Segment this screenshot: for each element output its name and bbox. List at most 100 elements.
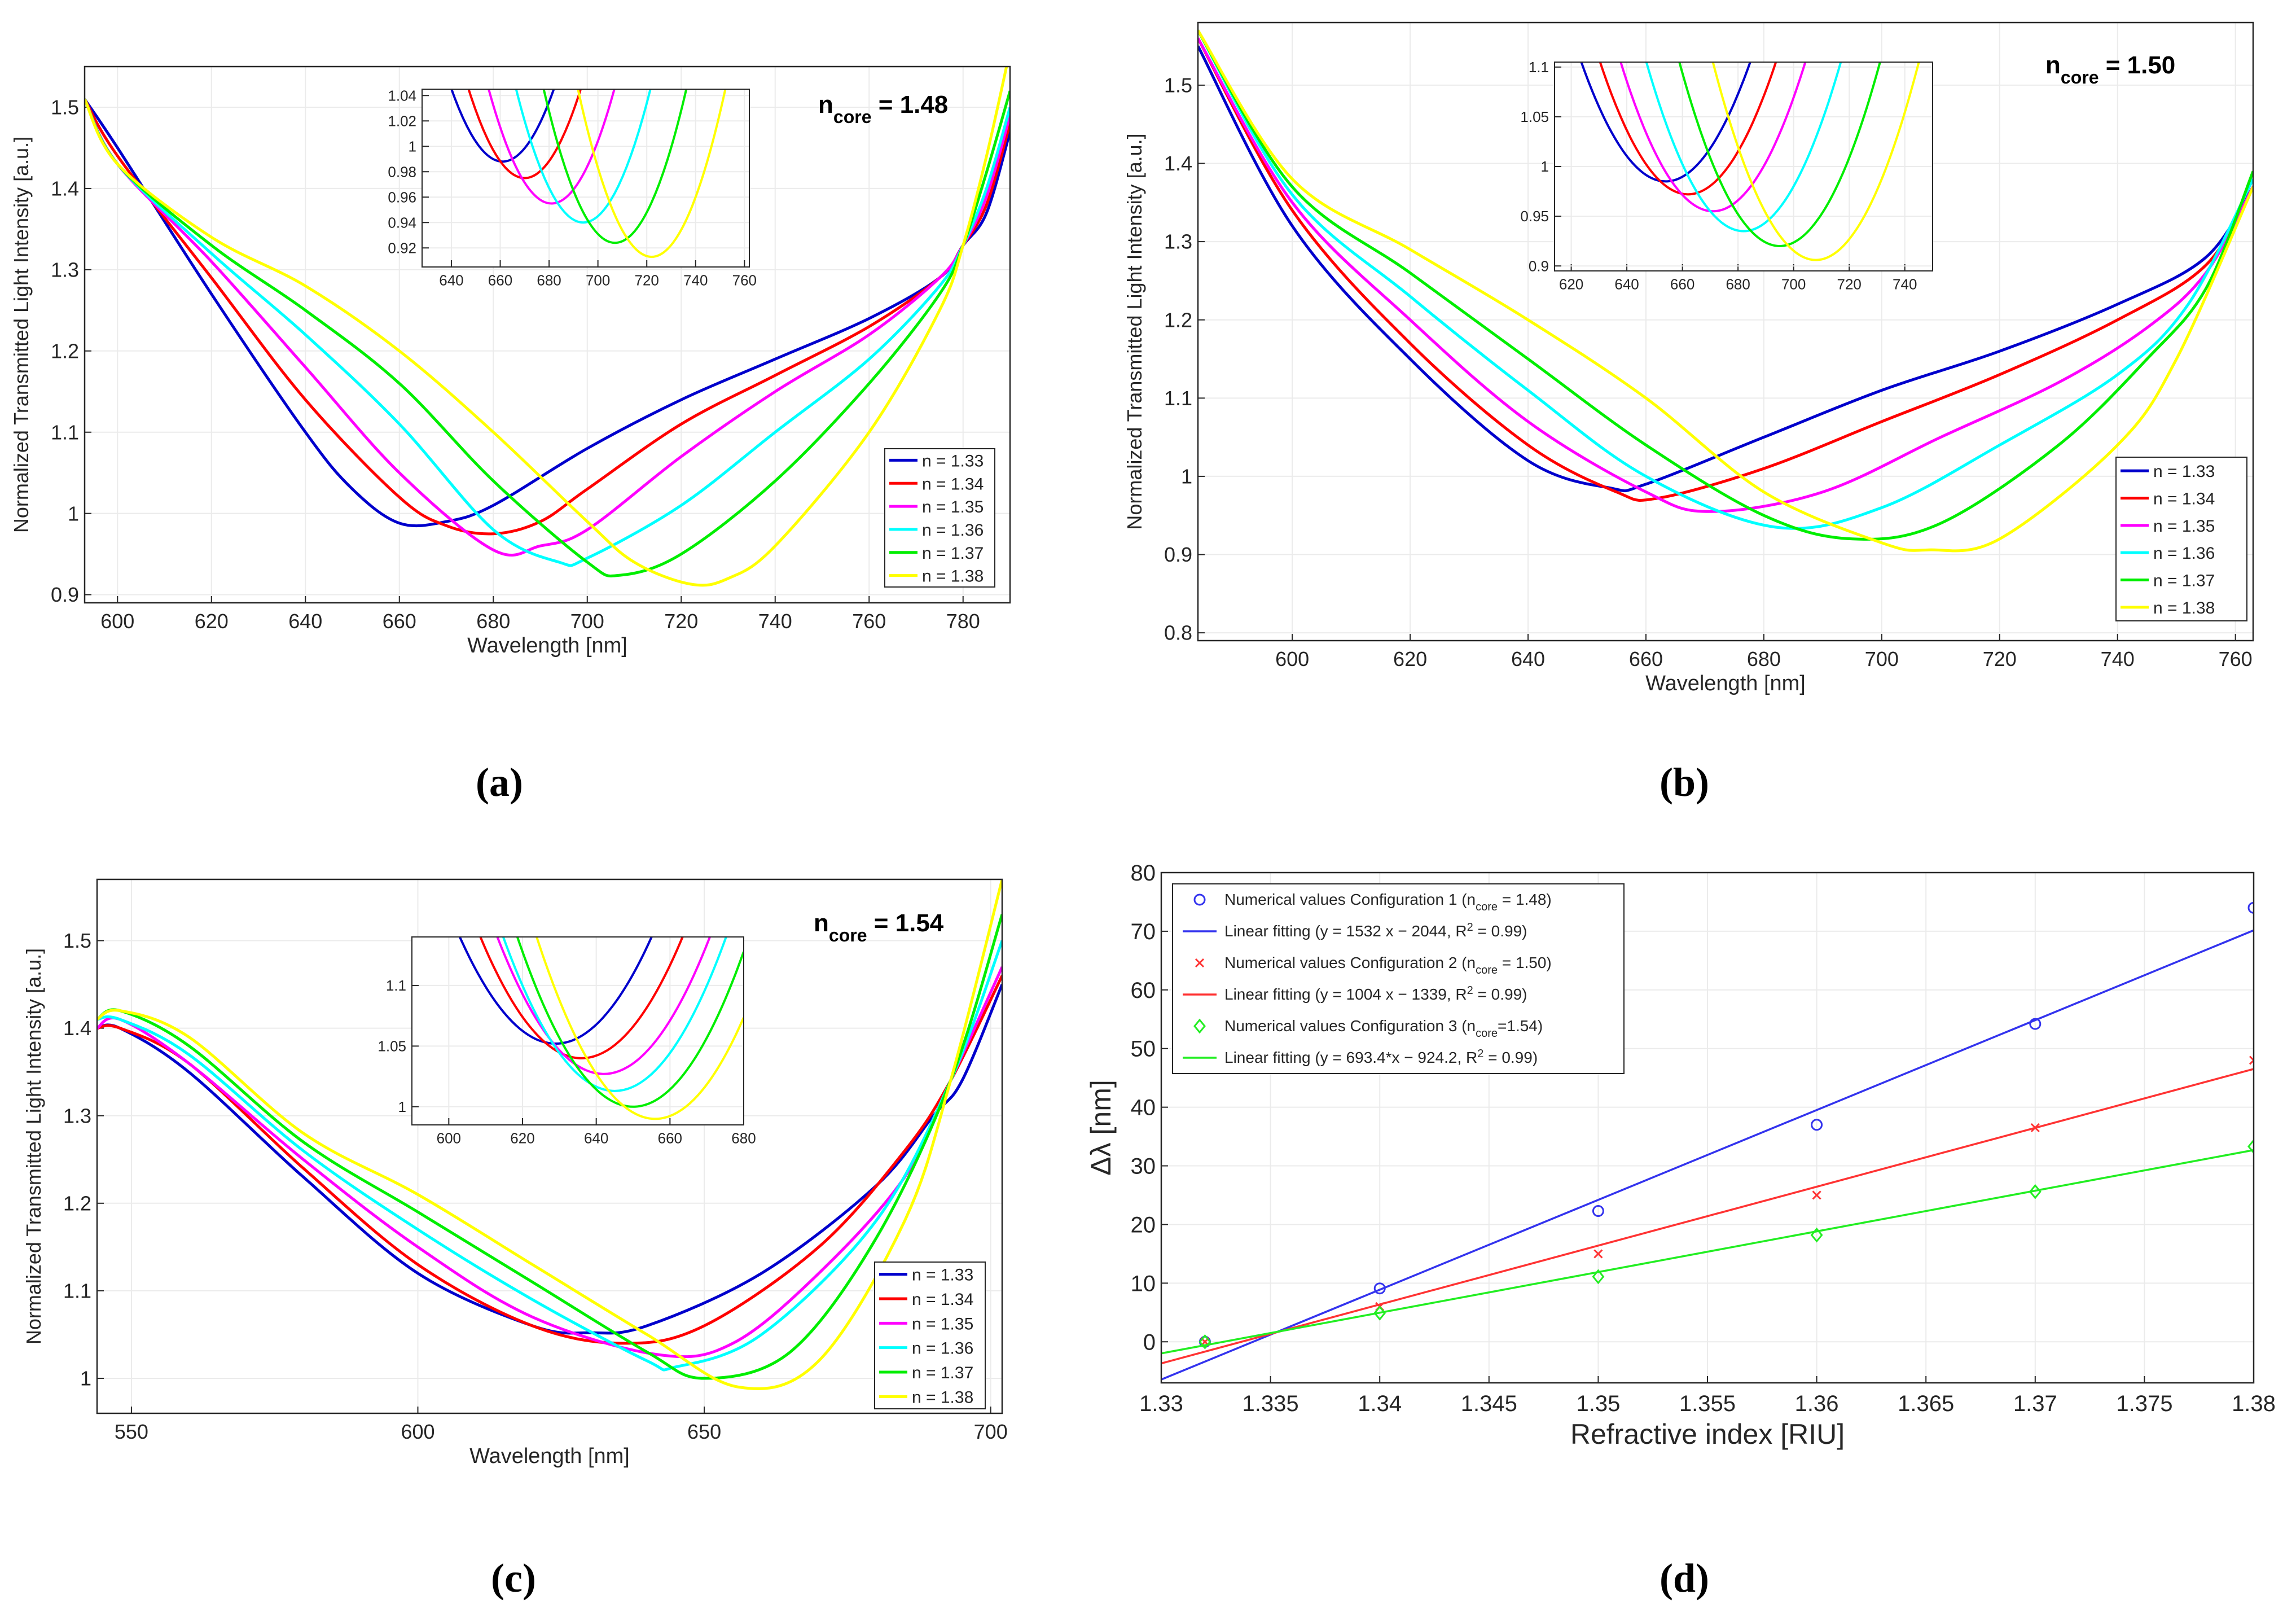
panel-b-series-line <box>1198 37 2253 513</box>
panel-d-point-x <box>1593 1249 1603 1259</box>
panel-c-series-line <box>97 879 1002 1390</box>
panel-a-inset-x-tick-label: 740 <box>683 272 708 289</box>
panel-b-inset-y-tick-label: 1 <box>1541 158 1549 175</box>
ncore-subscript: core <box>2061 67 2099 87</box>
panel-b-inset-series-line <box>1619 62 1807 213</box>
panel-d-point-x <box>1812 1190 1821 1200</box>
panel-b-inset-series-line <box>1580 62 1751 183</box>
panel-b-inset-x-tick-label: 720 <box>1837 276 1862 293</box>
panel-a-x-tick-label: 780 <box>946 610 980 633</box>
panel-b-series-line <box>1198 29 2253 553</box>
panel-c-series-line <box>97 940 1002 1372</box>
panel-d-y-tick-label: 30 <box>1131 1154 1156 1179</box>
legend-text-sub: core <box>1476 964 1498 976</box>
panel-b-inset-x-tick-label: 700 <box>1781 276 1806 293</box>
ncore-symbol: n <box>814 909 829 937</box>
legend-text-main: Linear fitting (y = 1532 x − 2044, R <box>1224 922 1467 940</box>
panel-c-inset-series-line <box>502 937 727 1092</box>
panel-b-y-axis-label: Normalized Transmitted Light Intensity [… <box>1123 133 1146 529</box>
panel-b-inset-x-tick-label: 660 <box>1670 276 1694 293</box>
ncore-symbol: n <box>2045 51 2061 79</box>
panel-a-x-tick-label: 720 <box>664 610 698 633</box>
panel-a-axes-box <box>84 65 1011 604</box>
panel-c: 550 600 650 700 1 1.1 1.2 1.3 1.4 1.5 Wavelength [… <box>22 878 1008 1468</box>
caption-d: (d) <box>1660 1556 1709 1601</box>
panel-d-x-tick-label: 1.355 <box>1679 1391 1736 1416</box>
panel-c-y-tick-label: 1.3 <box>63 1104 91 1127</box>
panel-a-inset-y-tick-label: 0.92 <box>388 239 416 256</box>
panel-a-legend-label: n = 1.35 <box>922 498 984 516</box>
panel-b-x-tick-label: 620 <box>1393 647 1427 671</box>
panel-b-y-tick-label: 0.8 <box>1164 621 1192 645</box>
panel-d-x-tick-label: 1.35 <box>1576 1391 1620 1416</box>
panel-d-y-tick-label: 40 <box>1131 1096 1156 1120</box>
panel-a-inset-y-tick-label: 1.02 <box>388 112 416 129</box>
panel-c-legend-label: n = 1.34 <box>912 1290 973 1309</box>
panel-b-axes-box <box>1197 21 2254 642</box>
panel-c-inset-series-line <box>458 937 653 1045</box>
panel-c-inset-axes-box <box>411 936 744 1125</box>
panel-a-inset-series-line <box>487 89 616 205</box>
panel-b-legend-label: n = 1.37 <box>2153 572 2215 590</box>
panel-c-series-line <box>97 966 1002 1359</box>
panel-d-x-tick-label: 1.345 <box>1461 1391 1517 1416</box>
panel-d-x-tick-label: 1.37 <box>2013 1391 2057 1416</box>
panel-d-y-tick-label: 0 <box>1143 1330 1156 1355</box>
panel-a-series-group <box>85 67 1010 587</box>
panel-d-legend-swatch <box>1193 893 1206 906</box>
panel-d-x-tick-label: 1.33 <box>1139 1391 1183 1416</box>
panel-c-inset-x-tick-label: 640 <box>584 1130 608 1147</box>
panel-c-inset-y-tick-label: 1 <box>398 1098 406 1115</box>
panel-b-inset-x-tick-label: 740 <box>1893 276 1917 293</box>
panel-b-inset-x-tick-label: 640 <box>1614 276 1639 293</box>
ncore-subscript: core <box>833 107 872 127</box>
panel-b-inset-axes-box <box>1554 62 1933 271</box>
panel-d-x-tick-label: 1.36 <box>1795 1391 1839 1416</box>
panel-b-series-line <box>1198 45 2253 493</box>
panel-a-inset-y-tick-label: 0.94 <box>388 214 416 231</box>
panel-c-x-axis-label: Wavelength [nm] <box>469 1444 630 1468</box>
panel-a-inset-x-tick-label: 760 <box>732 272 757 289</box>
panel-a: 600 620 640 660 680 700 720 740 760 780 0.9 1 1.1 1.2… <box>10 65 1011 658</box>
panel-c-legend-label: n = 1.37 <box>912 1364 973 1382</box>
panel-a-x-tick-label: 700 <box>570 610 604 633</box>
panel-c-y-tick-label: 1.2 <box>63 1192 91 1215</box>
panel-c-inset-y-tick-label: 1.05 <box>377 1037 406 1054</box>
panel-d-point-diamond <box>1199 1334 1211 1350</box>
panel-c-y-tick-label: 1.4 <box>63 1017 91 1040</box>
panel-c-inset-y-tick-label: 1.1 <box>386 977 406 994</box>
panel-b-inset-x-tick-label: 680 <box>1726 276 1750 293</box>
panel-a-inset-series-line <box>542 89 688 244</box>
panel-a-inset-series-line <box>577 89 727 259</box>
caption-c: (c) <box>491 1556 536 1601</box>
panel-b-inset-series-line <box>1711 62 1920 261</box>
panel-d-x-tick-label: 1.365 <box>1898 1391 1954 1416</box>
panel-d-fit-line <box>1161 1068 2254 1365</box>
panel-b-x-tick-label: 600 <box>1275 647 1309 671</box>
panel-d-x-tick-label: 1.335 <box>1243 1391 1299 1416</box>
caption-b: (b) <box>1660 760 1709 805</box>
panel-c-y-axis-label: Normalized Transmitted Light Intensity [… <box>22 948 45 1344</box>
panel-c-legend-label: n = 1.35 <box>912 1315 973 1333</box>
panel-a-inset-axes-box <box>422 89 750 268</box>
panel-a-inset-x-tick-label: 700 <box>586 272 610 289</box>
panel-d-y-tick-label: 20 <box>1131 1212 1156 1237</box>
panel-b-inset-series-line <box>1678 62 1881 247</box>
ncore-value: = 1.48 <box>871 91 948 119</box>
panel-c-y-tick-label: 1.1 <box>63 1279 91 1302</box>
panel-c-inset-x-tick-label: 620 <box>510 1130 534 1147</box>
legend-text-main: Numerical values Configuration 2 (n <box>1224 954 1476 971</box>
panel-a-y-tick-label: 1.3 <box>51 258 79 281</box>
panel-c-series-line <box>97 914 1002 1380</box>
panel-c-x-tick-label: 600 <box>401 1420 434 1443</box>
panel-a-inset-x-tick-label: 720 <box>635 272 659 289</box>
ncore-value: = 1.50 <box>2099 51 2175 79</box>
panel-c-x-tick-label: 650 <box>687 1420 721 1443</box>
panel-a-inset-y-tick-label: 1 <box>409 138 416 155</box>
panel-c-legend-box <box>874 1261 986 1409</box>
panel-b-legend-label: n = 1.36 <box>2153 544 2215 563</box>
panel-a-inset-y-tick-label: 0.96 <box>388 189 416 205</box>
panel-a-x-tick-label: 620 <box>195 610 229 633</box>
panel-a-x-tick-label: 600 <box>100 610 134 633</box>
